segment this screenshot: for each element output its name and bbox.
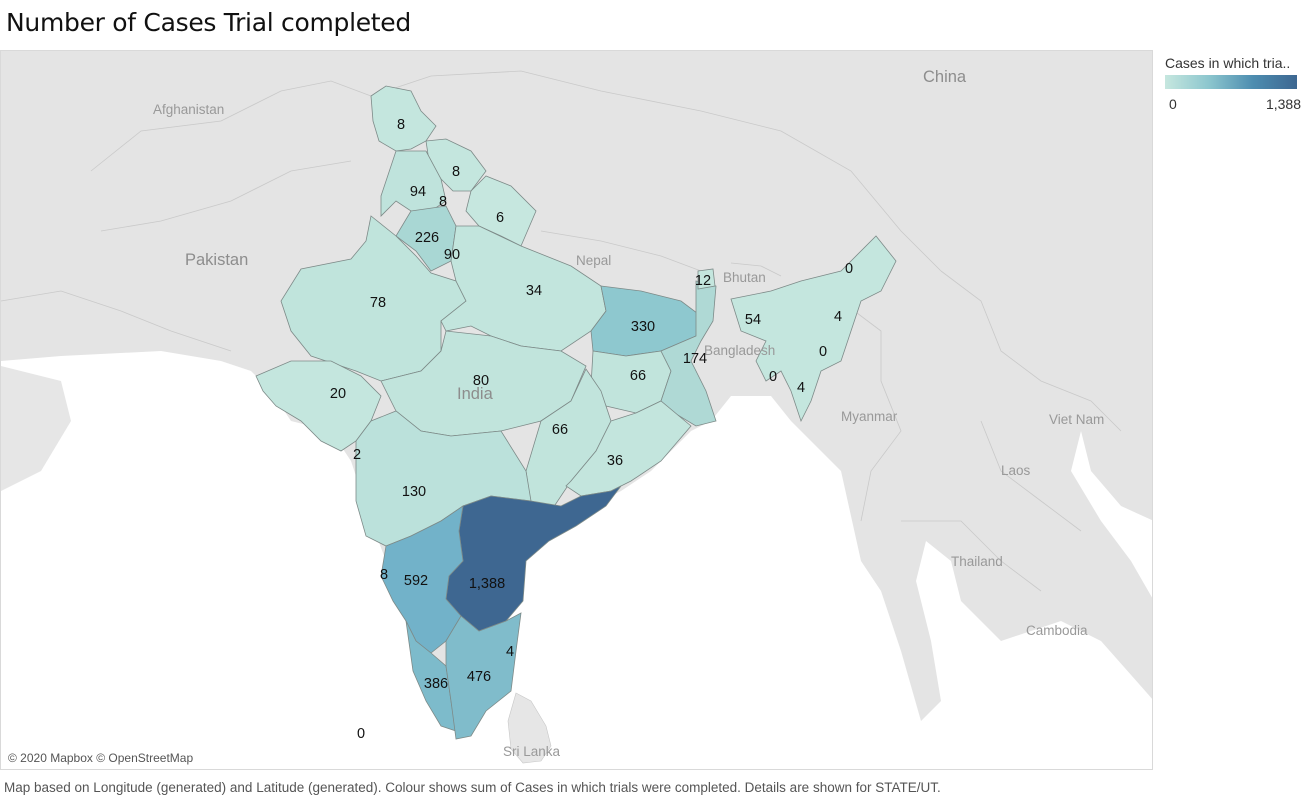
map-view[interactable]: China Afghanistan Pakistan Nepal Bhutan … <box>0 50 1153 770</box>
state-haryana[interactable] <box>395 205 457 272</box>
country-label: Bhutan <box>723 270 766 285</box>
state-sikkim[interactable] <box>697 268 716 290</box>
map-credit[interactable]: © 2020 Mapbox © OpenStreetMap <box>8 751 194 765</box>
value-label-odisha: 36 <box>607 453 623 469</box>
value-label-punjab: 94 <box>410 184 426 200</box>
value-label-meghalaya: 54 <box>745 312 761 328</box>
value-label-himachal: 8 <box>452 164 460 180</box>
value-label-gujarat: 20 <box>330 386 346 402</box>
value-label-chandigarh: 8 <box>439 194 447 210</box>
value-label-west-bengal: 174 <box>683 351 707 367</box>
value-label-haryana: 226 <box>415 230 439 246</box>
page-title: Number of Cases Trial completed <box>6 8 411 37</box>
value-label-manipur: 0 <box>819 344 827 360</box>
value-label-maharashtra: 130 <box>402 484 426 500</box>
state-karnataka[interactable] <box>380 505 464 654</box>
value-label-tripura: 0 <box>769 369 777 385</box>
value-label-uttarakhand: 6 <box>496 210 504 226</box>
value-label-rajasthan: 78 <box>370 295 386 311</box>
value-label-daman-diu: 2 <box>353 447 361 463</box>
value-label-bihar: 330 <box>631 319 655 335</box>
value-label-tamil-nadu: 476 <box>467 669 491 685</box>
legend-max-label: 1,388 <box>1265 96 1301 112</box>
country-label: Bangladesh <box>704 343 775 358</box>
value-label-uttar-pradesh: 34 <box>526 283 542 299</box>
state-polygons[interactable] <box>255 85 897 740</box>
value-label-chhattisgarh: 66 <box>552 422 568 438</box>
country-label: Cambodia <box>1026 623 1088 638</box>
country-label: Laos <box>1001 463 1031 478</box>
value-label-goa: 8 <box>380 567 388 583</box>
value-label-arunachal: 0 <box>845 261 853 277</box>
state-west-bengal[interactable] <box>660 280 717 427</box>
country-label: Nepal <box>576 253 611 268</box>
color-legend: Cases in which tria.. 0 1,388 <box>1165 55 1301 112</box>
value-label-delhi: 90 <box>444 247 460 263</box>
value-label-lakshadweep: 0 <box>357 726 365 742</box>
value-label-andhra-pradesh: 1,388 <box>469 576 505 592</box>
map-caption: Map based on Longitude (generated) and L… <box>4 780 941 795</box>
land-arabia <box>1 366 71 491</box>
legend-title: Cases in which tria.. <box>1165 55 1291 71</box>
value-label-nagaland: 4 <box>834 309 842 325</box>
state-northeast[interactable] <box>730 235 897 423</box>
country-label: Myanmar <box>841 409 898 424</box>
legend-min-label: 0 <box>1169 96 1177 112</box>
value-labels: 8 8 94 8 6 226 90 78 34 330 12 0 54 4 0 … <box>330 117 853 742</box>
country-label: Sri Lanka <box>503 744 561 759</box>
country-label: Pakistan <box>185 251 248 269</box>
value-label-sikkim: 12 <box>695 273 711 289</box>
state-tamil-nadu[interactable] <box>445 612 522 740</box>
country-label: Afghanistan <box>153 102 224 117</box>
country-borders <box>1 70 1122 592</box>
country-label: China <box>923 68 967 86</box>
country-label: Thailand <box>951 554 1003 569</box>
value-label-karnataka: 592 <box>404 573 428 589</box>
value-label-jharkhand: 66 <box>630 368 646 384</box>
legend-gradient <box>1165 75 1297 89</box>
country-labels: China Afghanistan Pakistan Nepal Bhutan … <box>153 68 1104 759</box>
value-label-puducherry: 4 <box>506 644 514 660</box>
value-label-kerala: 386 <box>424 676 448 692</box>
value-label-jammu-kashmir: 8 <box>397 117 405 133</box>
value-label-mizoram: 4 <box>797 380 805 396</box>
land-sri-lanka <box>507 692 552 764</box>
map-svg[interactable]: China Afghanistan Pakistan Nepal Bhutan … <box>1 51 1153 770</box>
value-label-madhya-pradesh: 80 <box>473 373 489 389</box>
country-label: Viet Nam <box>1049 412 1104 427</box>
country-label: India <box>457 385 494 403</box>
